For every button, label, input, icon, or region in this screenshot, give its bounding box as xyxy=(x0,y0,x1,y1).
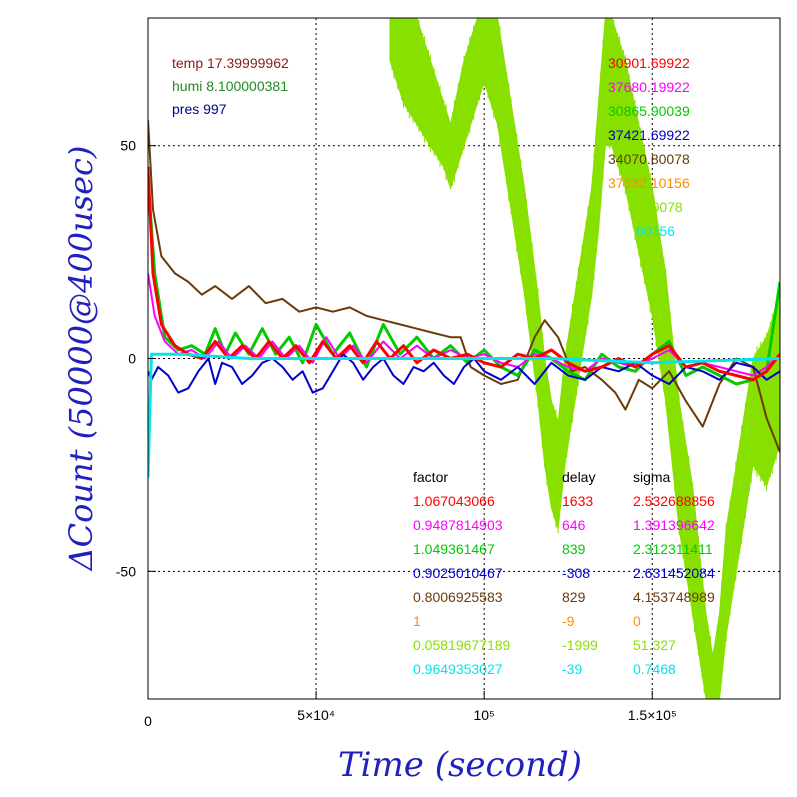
series-value-labels: 30901.69922 37680.19922 30865.90039 37421.6… xyxy=(608,55,690,239)
table-cell-delay: -1999 xyxy=(562,637,598,653)
noise-series-texture xyxy=(389,18,779,699)
table-cell-factor: 0.9025010467 xyxy=(413,565,503,581)
table-cell-delay: 829 xyxy=(562,589,586,605)
table-cell-sigma: 1.391396642 xyxy=(633,517,715,533)
series-value-label: 30865.90039 xyxy=(608,103,690,119)
table-header: factor xyxy=(413,469,448,485)
table-cell-factor: 0.9649353027 xyxy=(413,661,503,677)
table-cell-delay: -9 xyxy=(562,613,575,629)
y-tick-label: 0 xyxy=(128,351,136,367)
table-cell-sigma: 2.532688856 xyxy=(633,493,715,509)
table-cell-factor: 1.049361467 xyxy=(413,541,495,557)
table-cell-factor: 0.8006925583 xyxy=(413,589,503,605)
table-cell-sigma: 2.631452084 xyxy=(633,565,715,581)
table-cell-delay: 839 xyxy=(562,541,586,557)
env-label: humi 8.100000381 xyxy=(172,78,288,94)
series-value-label: 180078 xyxy=(636,199,683,215)
env-label: pres 997 xyxy=(172,101,227,117)
series-value-label: 37332.10156 xyxy=(608,175,690,191)
table-cell-sigma: 0 xyxy=(633,613,641,629)
series-value-label: 30901.69922 xyxy=(608,55,690,71)
table-cell-sigma: 2.312311411 xyxy=(633,541,713,557)
table-cell-delay: 646 xyxy=(562,517,586,533)
x-tick-label: 5×10⁴ xyxy=(297,707,335,723)
series-line-1 xyxy=(148,120,780,453)
x-tick-label: 1.5×10⁵ xyxy=(628,707,677,723)
series-value-label: 37421.69922 xyxy=(608,127,690,143)
y-tick-label: -50 xyxy=(116,563,136,579)
series-lines-layer xyxy=(148,120,780,478)
x-axis-label: Time (second) xyxy=(338,745,582,785)
table-cell-factor: 1.067043066 xyxy=(413,493,495,509)
table-cell-delay: -308 xyxy=(562,565,590,581)
series-line-6 xyxy=(148,352,780,478)
table-cell-factor: 1 xyxy=(413,613,421,629)
x-tick-label: 10⁵ xyxy=(473,707,494,723)
table-header: delay xyxy=(562,469,595,485)
x-tick-label: 0 xyxy=(144,713,152,729)
series-value-label: 60156 xyxy=(636,223,675,239)
table-cell-factor: 0.9487814903 xyxy=(413,517,503,533)
x-tick-labels: 0 5×10⁴ 10⁵ 1.5×10⁵ xyxy=(144,691,677,729)
y-axis-label: ΔCount (50000@400usec) xyxy=(62,146,100,573)
y-tick-label: 50 xyxy=(120,138,136,154)
table-cell-factor: 0.05819677189 xyxy=(413,637,511,653)
y-tick-labels: 50 0 -50 xyxy=(116,138,156,579)
table-cell-sigma: 51.327 xyxy=(633,637,676,653)
environment-labels: temp 17.39999962 humi 8.100000381 pres 997 xyxy=(172,55,289,117)
table-cell-sigma: 0.7468 xyxy=(633,661,676,677)
table-cell-delay: -39 xyxy=(562,661,582,677)
table-cell-sigma: 4.153748989 xyxy=(633,589,715,605)
series-value-label: 34070.80078 xyxy=(608,151,690,167)
series-value-label: 37680.19922 xyxy=(608,79,690,95)
noise-band-layer xyxy=(389,18,780,699)
parameter-table: factor delay sigma 1.067043066 1633 2.5326888… xyxy=(413,469,715,677)
table-header: sigma xyxy=(633,469,671,485)
env-label: temp 17.39999962 xyxy=(172,55,289,71)
table-cell-delay: 1633 xyxy=(562,493,593,509)
